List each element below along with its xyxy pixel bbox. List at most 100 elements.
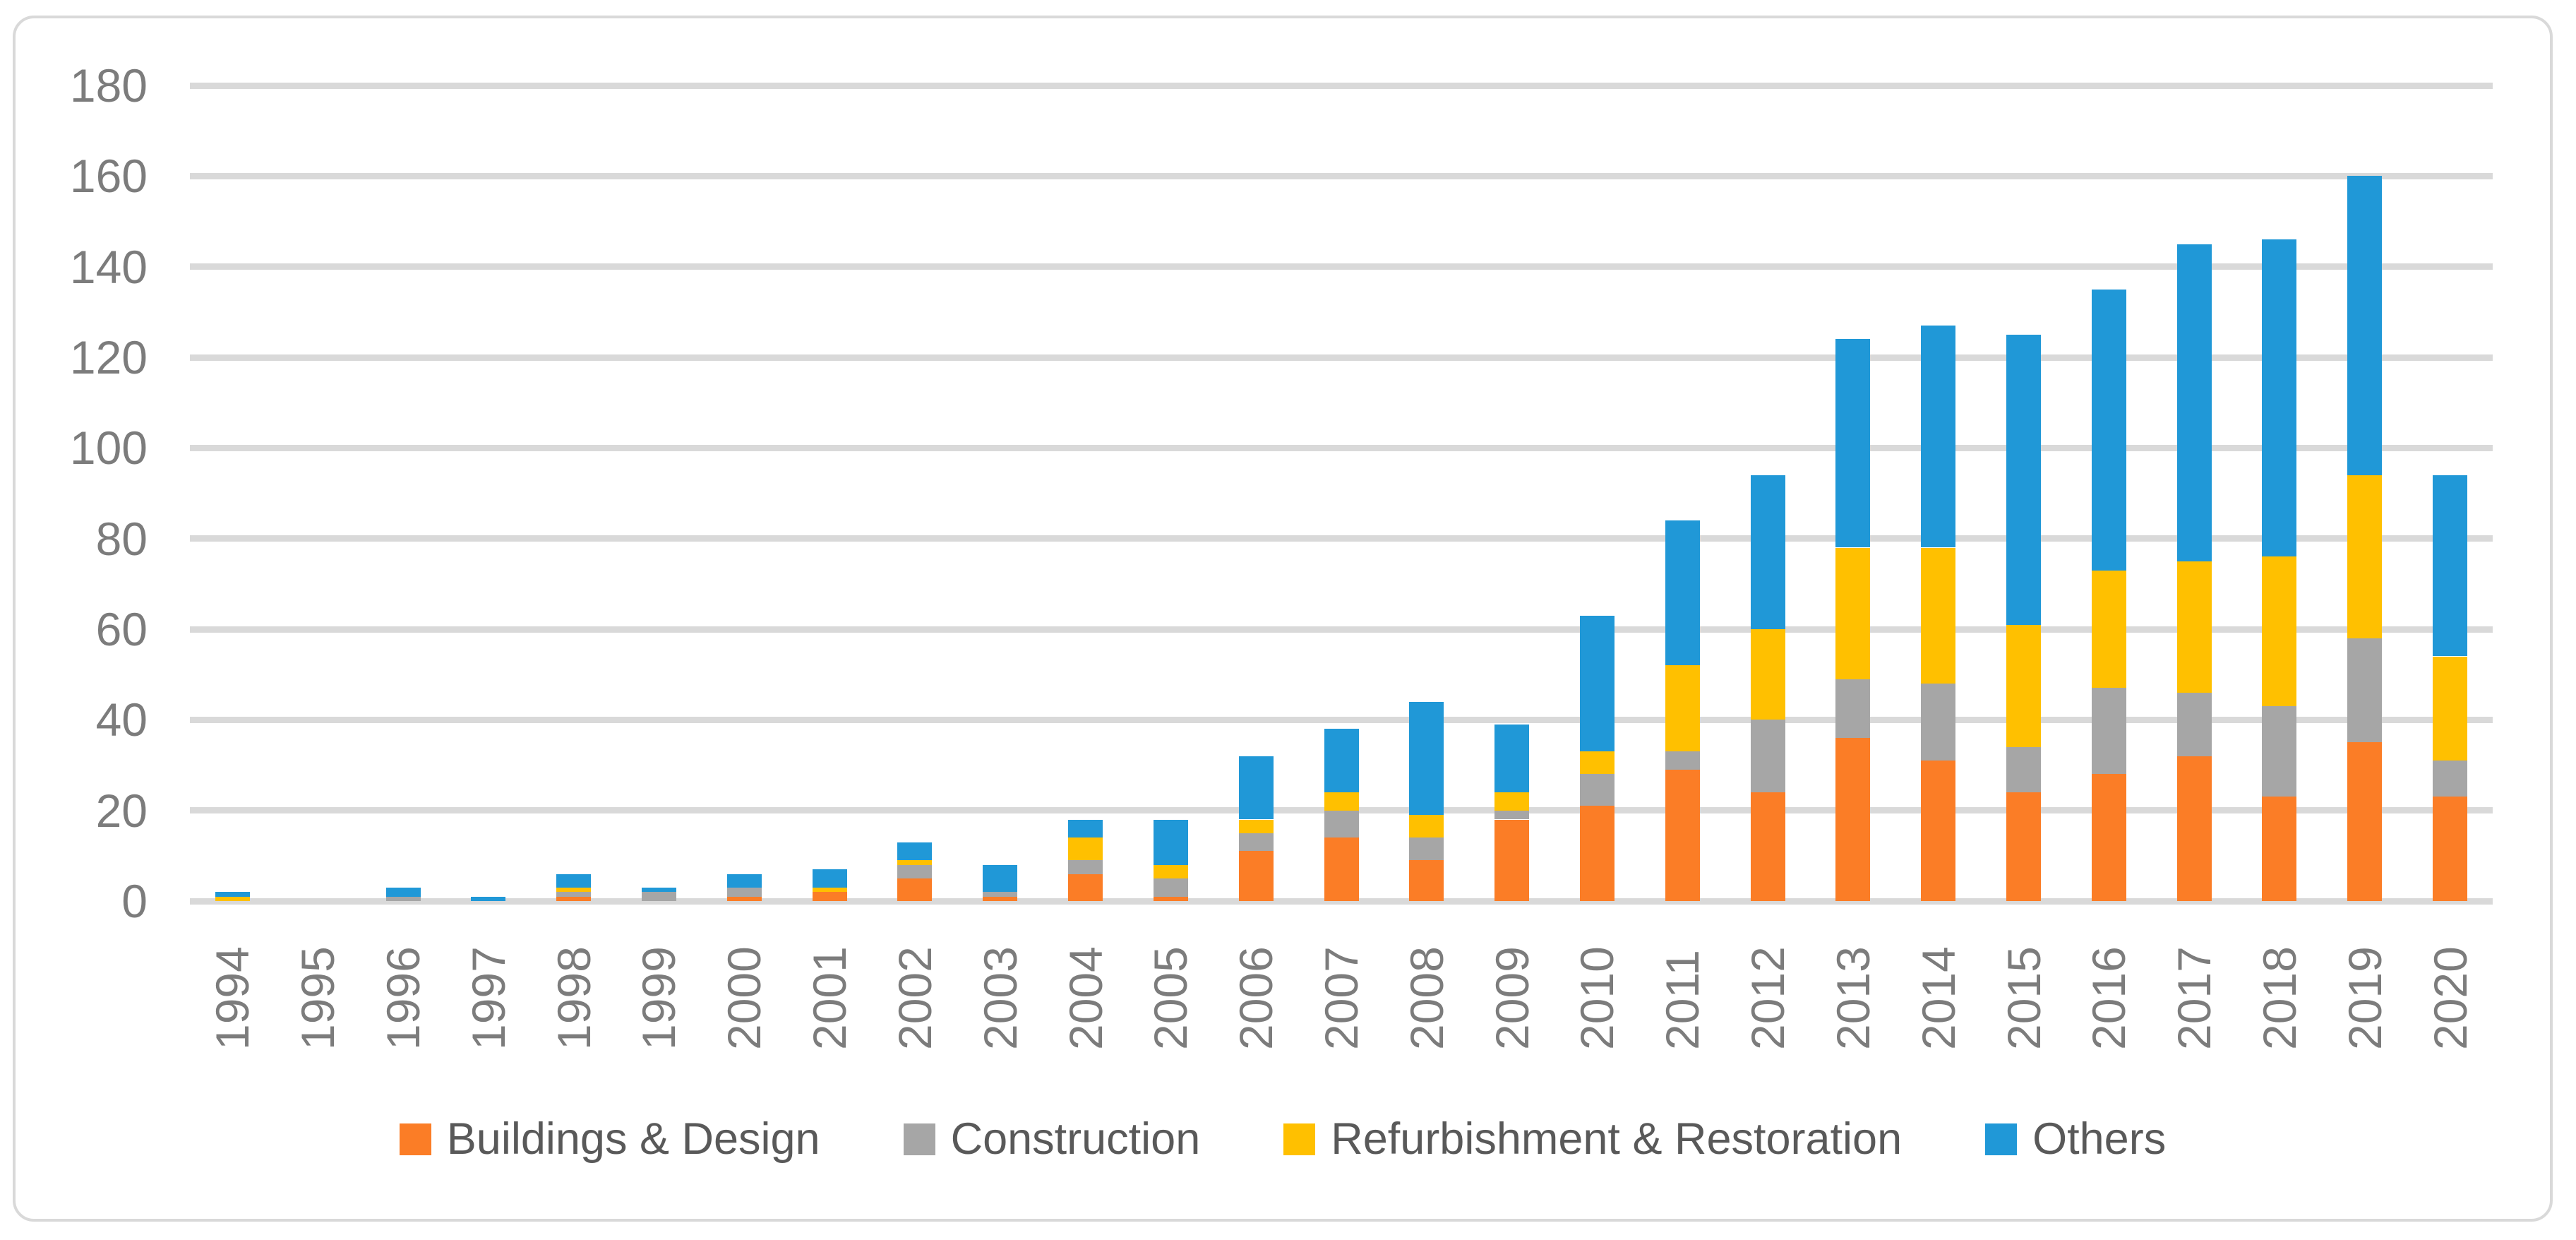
bar-segment-2009-others bbox=[1494, 724, 1530, 792]
bar-segment-2013-others bbox=[1835, 339, 1871, 548]
bar-segment-2015-refurbishment-restoration bbox=[2006, 624, 2042, 747]
bar-segment-2004-buildings-design bbox=[1068, 874, 1103, 901]
x-axis-tick-2002: 2002 bbox=[888, 946, 941, 1050]
x-axis-tick-2018: 2018 bbox=[2253, 946, 2306, 1050]
bar-segment-2002-refurbishment-restoration bbox=[897, 860, 933, 865]
bar-segment-2008-buildings-design bbox=[1409, 860, 1444, 901]
y-axis-tick-20: 20 bbox=[95, 784, 148, 837]
bar-segment-2019-refurbishment-restoration bbox=[2347, 475, 2383, 638]
bar-segment-1996-others bbox=[385, 887, 421, 897]
bar-segment-2018-refurbishment-restoration bbox=[2262, 556, 2297, 707]
gridline-y-80 bbox=[190, 535, 2493, 542]
bar-segment-2005-buildings-design bbox=[1153, 896, 1188, 901]
y-axis-tick-140: 140 bbox=[69, 240, 148, 293]
bar-segment-2019-buildings-design bbox=[2347, 742, 2383, 901]
bar-segment-2011-refurbishment-restoration bbox=[1665, 665, 1700, 752]
x-axis-tick-2011: 2011 bbox=[1656, 950, 1709, 1050]
bar-segment-2019-others bbox=[2347, 176, 2383, 475]
bar-segment-2016-refurbishment-restoration bbox=[2091, 570, 2126, 688]
bar-segment-1994-others bbox=[215, 892, 250, 897]
bar-segment-1998-refurbishment-restoration bbox=[556, 887, 592, 893]
bar-segment-2011-others bbox=[1665, 520, 1700, 666]
legend-swatch-icon bbox=[1283, 1123, 1316, 1155]
bar-segment-2003-buildings-design bbox=[983, 896, 1018, 901]
x-axis-tick-2016: 2016 bbox=[2083, 946, 2135, 1050]
y-axis-tick-60: 60 bbox=[95, 603, 148, 655]
bar-segment-2015-buildings-design bbox=[2006, 792, 2042, 901]
x-axis-tick-2008: 2008 bbox=[1400, 946, 1453, 1050]
bar-segment-2013-construction bbox=[1835, 679, 1871, 738]
legend-item-others: Others bbox=[1985, 1114, 2166, 1164]
bar-segment-2003-others bbox=[983, 864, 1018, 893]
gridline-y-180 bbox=[190, 82, 2493, 89]
x-axis-tick-2020: 2020 bbox=[2424, 946, 2476, 1050]
x-axis-tick-2013: 2013 bbox=[1826, 946, 1879, 1050]
gridline-y-160 bbox=[190, 172, 2493, 179]
bar-segment-2015-construction bbox=[2006, 746, 2042, 792]
bar-segment-2016-buildings-design bbox=[2091, 774, 2126, 901]
bar-segment-2017-others bbox=[2176, 244, 2212, 561]
bar-segment-2016-others bbox=[2091, 289, 2126, 571]
x-axis-tick-2004: 2004 bbox=[1059, 946, 1112, 1050]
bar-segment-2018-buildings-design bbox=[2262, 797, 2297, 901]
bar-segment-2017-construction bbox=[2176, 692, 2212, 756]
bar-segment-2020-buildings-design bbox=[2433, 797, 2468, 901]
legend-label: Refurbishment & Restoration bbox=[1331, 1114, 1903, 1164]
bar-segment-1999-construction bbox=[641, 892, 676, 901]
legend-swatch-icon bbox=[399, 1123, 431, 1155]
bar-segment-2007-others bbox=[1324, 729, 1359, 792]
x-axis-tick-2001: 2001 bbox=[803, 946, 856, 1050]
x-axis-tick-2003: 2003 bbox=[974, 946, 1026, 1050]
bar-segment-2002-buildings-design bbox=[897, 878, 933, 901]
bar-segment-2020-refurbishment-restoration bbox=[2433, 656, 2468, 761]
bar-segment-2000-others bbox=[726, 874, 762, 888]
bar-segment-2004-others bbox=[1068, 819, 1103, 838]
bar-segment-2006-others bbox=[1238, 756, 1274, 820]
bar-segment-2008-others bbox=[1409, 701, 1444, 816]
bar-segment-2011-construction bbox=[1665, 751, 1700, 770]
bar-segment-2001-others bbox=[812, 869, 847, 888]
legend-item-buildings-design: Buildings & Design bbox=[399, 1114, 820, 1164]
bar-segment-2014-construction bbox=[1921, 684, 1956, 761]
bar-segment-2000-construction bbox=[726, 887, 762, 897]
bar-segment-2009-buildings-design bbox=[1494, 819, 1530, 901]
x-axis-tick-2006: 2006 bbox=[1230, 946, 1283, 1050]
bar-segment-2010-refurbishment-restoration bbox=[1579, 751, 1615, 775]
bar-segment-2013-buildings-design bbox=[1835, 738, 1871, 901]
bar-segment-2005-refurbishment-restoration bbox=[1153, 864, 1188, 878]
bar-segment-2012-construction bbox=[1750, 720, 1785, 792]
x-axis-tick-1995: 1995 bbox=[292, 946, 345, 1050]
gridline-y-140 bbox=[190, 263, 2493, 270]
bar-segment-2003-construction bbox=[983, 892, 1018, 897]
legend-label: Buildings & Design bbox=[446, 1114, 820, 1164]
x-axis-tick-1994: 1994 bbox=[206, 946, 259, 1050]
bar-segment-2004-refurbishment-restoration bbox=[1068, 837, 1103, 861]
bar-segment-2009-construction bbox=[1494, 810, 1530, 820]
bar-segment-2007-construction bbox=[1324, 810, 1359, 838]
y-axis-tick-80: 80 bbox=[95, 512, 148, 565]
x-axis-tick-2007: 2007 bbox=[1315, 946, 1367, 1050]
legend-label: Others bbox=[2032, 1114, 2167, 1164]
bar-segment-2008-construction bbox=[1409, 837, 1444, 861]
bar-segment-2018-construction bbox=[2262, 706, 2297, 797]
legend-item-construction: Construction bbox=[903, 1114, 1201, 1164]
bar-segment-2015-others bbox=[2006, 334, 2042, 625]
bar-segment-2004-construction bbox=[1068, 860, 1103, 874]
legend-swatch-icon bbox=[1985, 1123, 2018, 1155]
bar-segment-2013-refurbishment-restoration bbox=[1835, 547, 1871, 679]
bar-segment-2007-buildings-design bbox=[1324, 837, 1359, 901]
bar-segment-2014-others bbox=[1921, 326, 1956, 548]
x-axis-tick-2017: 2017 bbox=[2168, 946, 2221, 1050]
bar-segment-2000-buildings-design bbox=[726, 896, 762, 901]
bar-segment-2020-others bbox=[2433, 475, 2468, 657]
bar-segment-2012-refurbishment-restoration bbox=[1750, 629, 1785, 720]
y-axis-tick-180: 180 bbox=[69, 59, 148, 112]
chart-card: 0 20 40 60 80 100 120 140 160 180 1994 1995 1996 1997… bbox=[13, 16, 2553, 1222]
bar-segment-2017-refurbishment-restoration bbox=[2176, 561, 2212, 693]
bar-segment-2001-refurbishment-restoration bbox=[812, 887, 847, 893]
x-axis-tick-1998: 1998 bbox=[547, 946, 600, 1050]
bar-segment-2012-others bbox=[1750, 475, 1785, 629]
x-axis-tick-2009: 2009 bbox=[1485, 946, 1538, 1050]
legend-label: Construction bbox=[950, 1114, 1201, 1164]
